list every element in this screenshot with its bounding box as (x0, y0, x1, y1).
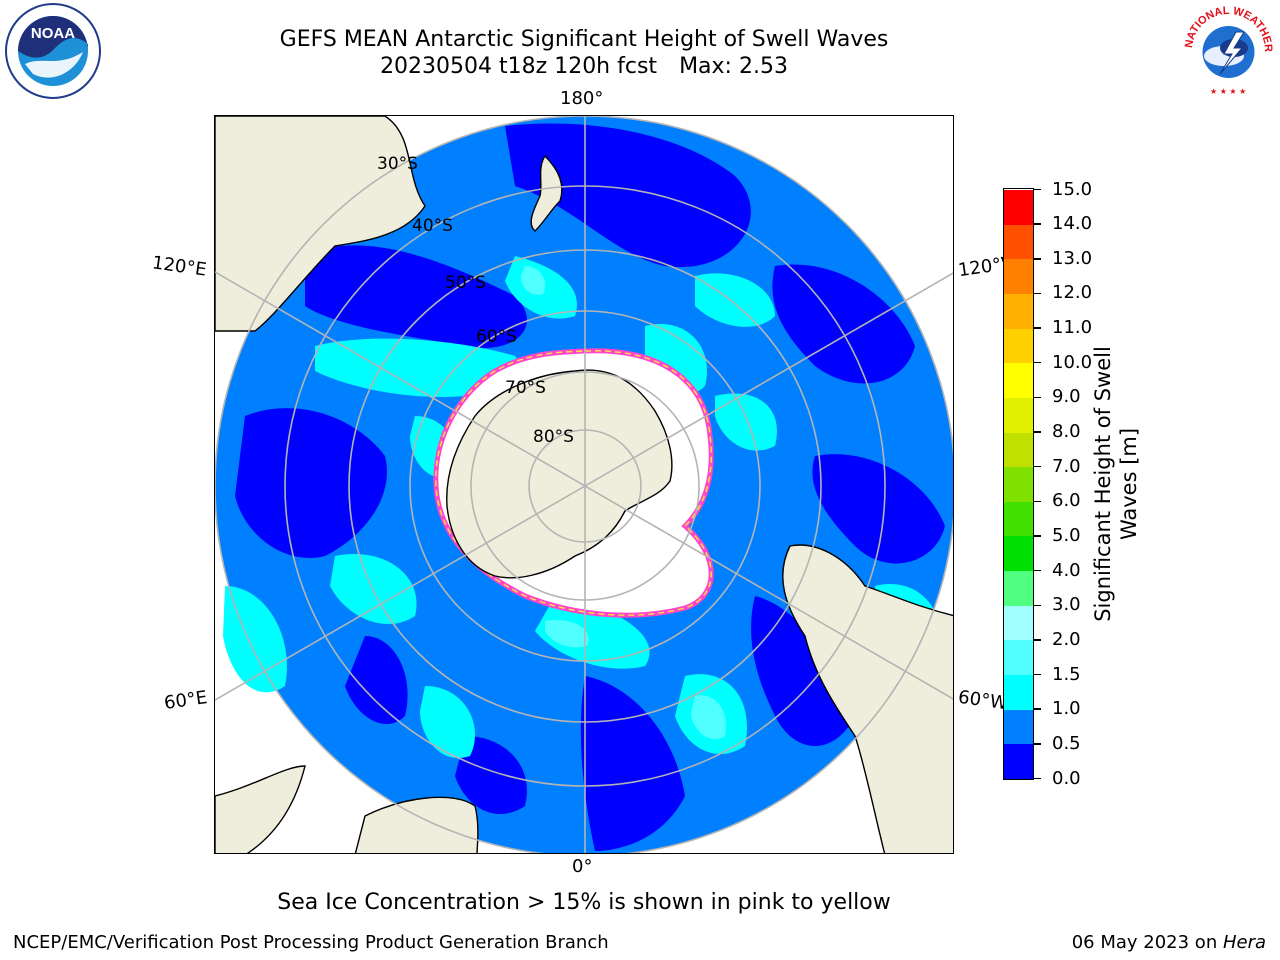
lat-label-40s: 40°S (412, 216, 453, 236)
forecast-run-label: 20230504 t18z 120h fcst (380, 54, 658, 79)
colorbar-tick-label: 5.0 (1052, 524, 1081, 546)
colorbar-tick (1034, 258, 1041, 260)
colorbar-segment (1004, 189, 1033, 225)
noaa-logo-text: NOAA (31, 25, 75, 42)
colorbar-tick (1034, 361, 1041, 364)
generation-date: 06 May 2023 on Hera (1072, 932, 1266, 953)
graticule (215, 116, 953, 853)
colorbar-tick-label: 0.0 (1052, 767, 1081, 789)
colorbar-segment (1004, 397, 1033, 433)
lat-label-50s: 50°S (445, 273, 486, 293)
africa-land (354, 796, 479, 853)
colorbar-tick (1034, 777, 1041, 780)
sea-ice-footnote: Sea Ice Concentration > 15% is shown in … (277, 890, 891, 915)
colorbar-tick-label: 13.0 (1052, 247, 1093, 269)
colorbar-tick-label: 12.0 (1052, 282, 1093, 304)
colorbar-tick (1034, 396, 1041, 399)
colorbar-tick (1034, 327, 1041, 329)
lon-label-0: 0° (572, 856, 593, 877)
host-name: Hera (1222, 932, 1266, 953)
colorbar-tick (1034, 569, 1041, 572)
colorbar-tick (1034, 465, 1041, 468)
colorbar-segment (1004, 362, 1033, 398)
colorbar-segment (1004, 501, 1033, 537)
colorbar-tick (1034, 431, 1041, 433)
title-line-2: 20230504 t18z 120h fcst Max: 2.53 (0, 53, 1168, 80)
madagascar-land (215, 765, 306, 853)
colorbar-segment (1004, 639, 1033, 676)
colorbar-tick-label: 7.0 (1052, 455, 1081, 477)
colorbar-segment (1004, 293, 1033, 329)
colorbar-tick (1034, 535, 1041, 537)
colorbar-tick-label: 2.0 (1052, 628, 1081, 650)
lon-label-180: 180° (560, 88, 604, 109)
lon-label-60e: 60°E (162, 687, 209, 714)
new-zealand-land (530, 154, 563, 232)
colorbar-tick (1034, 639, 1041, 641)
colorbar-tick-label: 1.5 (1052, 663, 1081, 685)
colorbar-tick-label: 3.0 (1052, 594, 1081, 616)
colorbar-tick-label: 1.0 (1052, 698, 1081, 720)
colorbar-tick (1034, 188, 1041, 191)
colorbar-tick-label: 6.0 (1052, 490, 1081, 512)
colorbar-tick-label: 0.5 (1052, 732, 1081, 754)
lon-label-120e: 120°E (150, 252, 208, 281)
colorbar-segment (1004, 466, 1033, 502)
colorbar-tick (1034, 223, 1041, 225)
colorbar-tick-label: 9.0 (1052, 386, 1081, 408)
colorbar-tick (1034, 604, 1041, 606)
lat-label-70s: 70°S (505, 378, 546, 398)
colorbar-segment (1004, 258, 1033, 294)
colorbar-segment (1004, 605, 1033, 641)
colorbar-segment (1004, 743, 1033, 779)
colorbar-segment (1004, 570, 1033, 606)
colorbar-tick (1034, 673, 1041, 676)
swell-low-regions (235, 123, 945, 851)
nws-logo: NATIONAL WEATHER SERVICE ★ ★ ★ ★ (1180, 2, 1275, 97)
colorbar-segment (1004, 674, 1033, 710)
colorbar-tick (1034, 743, 1041, 745)
lat-label-80s: 80°S (533, 427, 574, 447)
chart-title: GEFS MEAN Antarctic Significant Height o… (0, 26, 1168, 80)
colorbar-tick-label: 8.0 (1052, 421, 1081, 443)
colorbar-title-line-1: Significant Height of Swell (1091, 346, 1115, 622)
colorbar-segment (1004, 224, 1033, 260)
colorbar-tick-label: 11.0 (1052, 317, 1093, 339)
colorbar-tick (1034, 292, 1041, 295)
colorbar-tick (1034, 708, 1041, 710)
swell-higher-regions (520, 266, 726, 740)
colorbar-title-line-2: Waves [m] (1117, 427, 1141, 541)
swell-mid-regions (223, 256, 941, 758)
lat-label-30s: 30°S (377, 154, 418, 174)
colorbar-tick-label: 4.0 (1052, 559, 1081, 581)
lat-label-60s: 60°S (476, 327, 517, 347)
colorbar-tick-label: 15.0 (1052, 178, 1093, 200)
continents (215, 116, 953, 853)
colorbar-segment (1004, 709, 1033, 745)
colorbar-tick-label: 10.0 (1052, 351, 1093, 373)
title-line-1: GEFS MEAN Antarctic Significant Height o… (279, 27, 889, 52)
polar-map: 30°S 40°S 50°S 60°S 70°S 80°S (214, 115, 954, 854)
colorbar-tick-label: 14.0 (1052, 213, 1093, 235)
lon-label-60w: 60°W (956, 686, 1009, 715)
svg-text:★ ★ ★ ★: ★ ★ ★ ★ (1210, 87, 1246, 96)
south-america-land (782, 544, 953, 853)
generation-date-text: 06 May 2023 on (1071, 932, 1223, 953)
antarctica-land (446, 369, 673, 579)
noaa-logo: NOAA (5, 3, 101, 99)
max-value-label: Max: 2.53 (679, 54, 788, 79)
colorbar-tick (1034, 500, 1041, 503)
producer-credit: NCEP/EMC/Verification Post Processing Pr… (13, 932, 609, 953)
australia-land (215, 116, 426, 332)
colorbar (1003, 188, 1034, 780)
map-canvas: 30°S 40°S 50°S 60°S 70°S 80°S (215, 116, 953, 853)
colorbar-segment (1004, 535, 1033, 572)
colorbar-segment (1004, 328, 1033, 364)
sea-ice-edge (435, 350, 713, 616)
colorbar-segment (1004, 432, 1033, 468)
